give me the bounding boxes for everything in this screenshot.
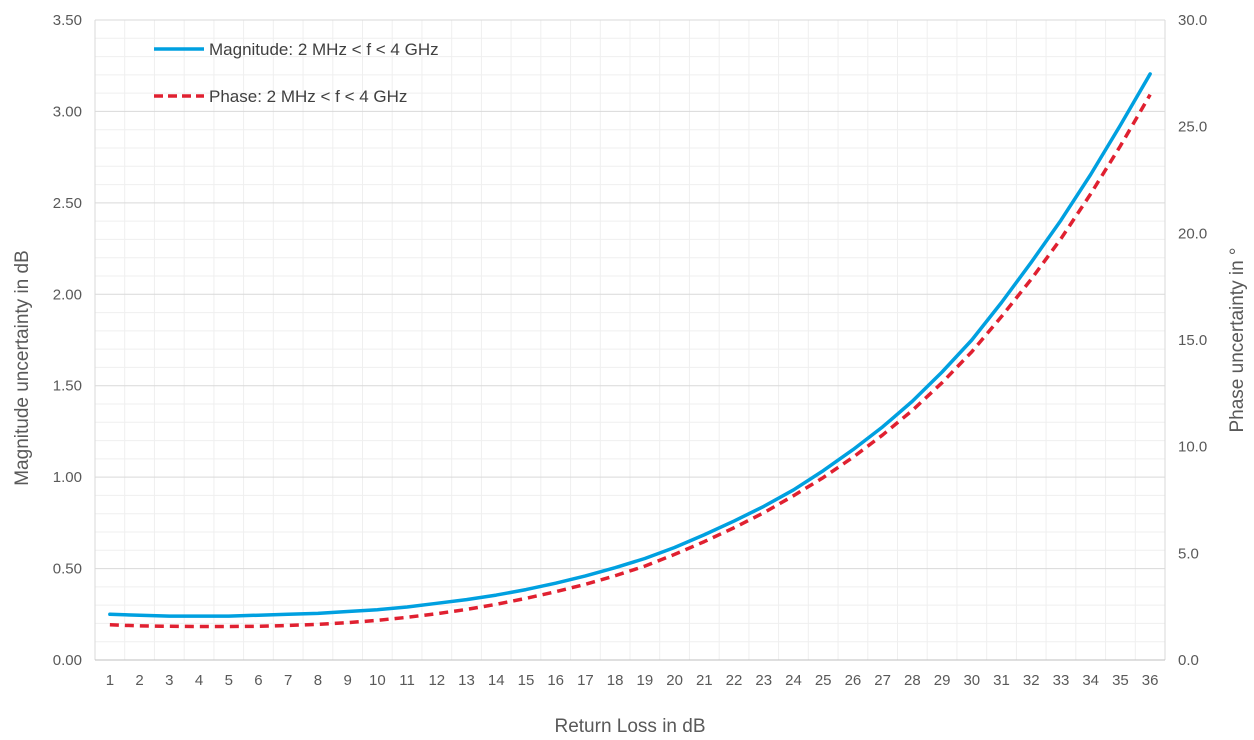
y-tick-label: 0.00 xyxy=(53,652,82,669)
x-tick-label: 5 xyxy=(225,672,233,689)
x-tick-label: 9 xyxy=(343,672,351,689)
y-tick-label: 3.50 xyxy=(53,12,82,29)
x-axis-title: Return Loss in dB xyxy=(554,716,705,737)
y-tick-label: 1.00 xyxy=(53,469,82,486)
x-tick-label: 31 xyxy=(993,672,1010,689)
y2-tick-label: 5.0 xyxy=(1178,545,1199,562)
x-axis-ticks: 1 2 3 4 5 6 7 8 9 10 11 12 13 14 15 16 17 18 19 20 21 22 23 24 2… xyxy=(106,672,1159,689)
x-tick-label: 25 xyxy=(815,672,832,689)
x-tick-label: 6 xyxy=(254,672,262,689)
x-tick-label: 3 xyxy=(165,672,173,689)
y2-tick-label: 25.0 xyxy=(1178,119,1207,136)
magnitude-series-line xyxy=(108,72,1152,618)
x-tick-label: 35 xyxy=(1112,672,1129,689)
y2-tick-label: 10.0 xyxy=(1178,439,1207,456)
x-tick-label: 14 xyxy=(488,672,505,689)
x-tick-label: 28 xyxy=(904,672,921,689)
x-tick-label: 24 xyxy=(785,672,802,689)
y2-tick-label: 0.0 xyxy=(1178,652,1199,669)
y-axis-title: Magnitude uncertainty in dB xyxy=(12,250,33,486)
y2-axis-title: Phase uncertainty in ° xyxy=(1227,247,1248,432)
x-tick-label: 20 xyxy=(666,672,683,689)
x-tick-label: 27 xyxy=(874,672,891,689)
x-tick-label: 13 xyxy=(458,672,475,689)
y2-tick-label: 30.0 xyxy=(1178,12,1207,29)
legend: Magnitude: 2 MHz < f < 4 GHz Phase: 2 MH… xyxy=(154,40,439,106)
x-tick-label: 21 xyxy=(696,672,713,689)
y-tick-label: 0.50 xyxy=(53,561,82,578)
x-tick-label: 23 xyxy=(755,672,772,689)
x-tick-label: 2 xyxy=(135,672,143,689)
x-tick-label: 17 xyxy=(577,672,594,689)
x-tick-label: 8 xyxy=(314,672,322,689)
x-tick-label: 29 xyxy=(934,672,951,689)
y-tick-label: 1.50 xyxy=(53,378,82,395)
x-tick-label: 11 xyxy=(399,672,415,689)
x-tick-label: 34 xyxy=(1082,672,1099,689)
x-tick-label: 4 xyxy=(195,672,203,689)
x-tick-label: 12 xyxy=(428,672,445,689)
x-tick-label: 15 xyxy=(518,672,535,689)
y-tick-label: 3.00 xyxy=(53,103,82,120)
y2-tick-label: 15.0 xyxy=(1178,332,1207,349)
phase-series-line xyxy=(109,93,1152,629)
y2-tick-label: 20.0 xyxy=(1178,225,1207,242)
x-tick-label: 16 xyxy=(547,672,564,689)
y-tick-label: 2.00 xyxy=(53,286,82,303)
x-tick-label: 7 xyxy=(284,672,292,689)
series-lines xyxy=(108,72,1152,629)
y2-axis-ticks: 0.0 5.0 10.0 15.0 20.0 25.0 30.0 xyxy=(1178,12,1207,669)
x-tick-label: 33 xyxy=(1053,672,1070,689)
y-axis-ticks: 0.00 0.50 1.00 1.50 2.00 2.50 3.00 3.50 xyxy=(53,12,82,669)
x-tick-label: 10 xyxy=(369,672,386,689)
x-tick-label: 32 xyxy=(1023,672,1040,689)
legend-label-magnitude: Magnitude: 2 MHz < f < 4 GHz xyxy=(209,40,439,59)
grid xyxy=(94,19,1166,661)
x-tick-label: 18 xyxy=(607,672,624,689)
legend-label-phase: Phase: 2 MHz < f < 4 GHz xyxy=(209,87,407,106)
x-tick-label: 30 xyxy=(963,672,980,689)
x-tick-label: 19 xyxy=(637,672,654,689)
x-tick-label: 1 xyxy=(106,672,114,689)
x-tick-label: 36 xyxy=(1142,672,1159,689)
x-tick-label: 22 xyxy=(726,672,743,689)
x-tick-label: 26 xyxy=(845,672,862,689)
y-tick-label: 2.50 xyxy=(53,195,82,212)
